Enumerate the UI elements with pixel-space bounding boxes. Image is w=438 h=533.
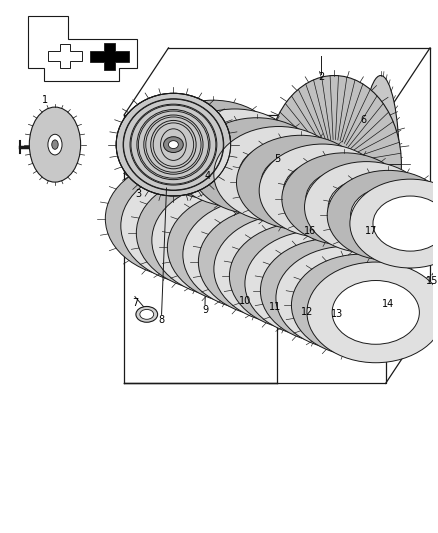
Ellipse shape bbox=[152, 183, 308, 297]
Ellipse shape bbox=[180, 204, 279, 277]
Text: 11: 11 bbox=[269, 302, 281, 312]
Ellipse shape bbox=[282, 153, 407, 245]
Ellipse shape bbox=[304, 161, 428, 253]
Ellipse shape bbox=[140, 310, 154, 319]
Text: 10: 10 bbox=[239, 296, 251, 305]
Ellipse shape bbox=[306, 171, 383, 228]
Ellipse shape bbox=[362, 76, 399, 253]
Text: 9: 9 bbox=[202, 305, 208, 316]
Ellipse shape bbox=[350, 179, 438, 268]
Ellipse shape bbox=[373, 196, 438, 251]
Ellipse shape bbox=[259, 144, 386, 237]
Text: 7: 7 bbox=[132, 297, 138, 308]
Text: 1: 1 bbox=[42, 95, 48, 105]
Ellipse shape bbox=[105, 159, 267, 278]
Ellipse shape bbox=[237, 135, 365, 230]
Text: 16: 16 bbox=[304, 227, 316, 237]
Ellipse shape bbox=[194, 127, 276, 188]
Ellipse shape bbox=[183, 199, 336, 311]
Ellipse shape bbox=[196, 212, 293, 283]
Ellipse shape bbox=[191, 118, 322, 214]
Ellipse shape bbox=[167, 191, 322, 304]
Ellipse shape bbox=[272, 250, 364, 317]
Text: 3: 3 bbox=[136, 189, 142, 199]
Ellipse shape bbox=[211, 220, 307, 290]
Ellipse shape bbox=[165, 197, 265, 270]
Ellipse shape bbox=[29, 107, 81, 182]
Text: 15: 15 bbox=[426, 276, 438, 286]
Ellipse shape bbox=[261, 238, 403, 343]
Ellipse shape bbox=[214, 126, 343, 222]
Ellipse shape bbox=[116, 93, 231, 196]
Ellipse shape bbox=[261, 153, 340, 212]
Ellipse shape bbox=[169, 109, 301, 207]
Text: 14: 14 bbox=[382, 300, 395, 310]
Ellipse shape bbox=[48, 134, 62, 155]
Text: 2: 2 bbox=[318, 72, 325, 83]
Polygon shape bbox=[89, 43, 129, 70]
Text: 13: 13 bbox=[331, 309, 343, 319]
Ellipse shape bbox=[350, 188, 426, 243]
Text: 8: 8 bbox=[159, 316, 165, 325]
Ellipse shape bbox=[245, 230, 390, 337]
Ellipse shape bbox=[239, 144, 319, 204]
Ellipse shape bbox=[171, 119, 254, 180]
Ellipse shape bbox=[198, 207, 349, 317]
Text: 4: 4 bbox=[205, 171, 211, 181]
Ellipse shape bbox=[283, 162, 362, 220]
Text: 17: 17 bbox=[364, 227, 377, 237]
Ellipse shape bbox=[328, 179, 405, 236]
Ellipse shape bbox=[230, 223, 376, 330]
Ellipse shape bbox=[320, 146, 348, 183]
Ellipse shape bbox=[267, 76, 401, 253]
Ellipse shape bbox=[226, 227, 321, 297]
Ellipse shape bbox=[317, 273, 406, 337]
Ellipse shape bbox=[216, 136, 297, 196]
Ellipse shape bbox=[302, 265, 392, 330]
Ellipse shape bbox=[163, 137, 183, 152]
Ellipse shape bbox=[214, 215, 363, 324]
Ellipse shape bbox=[135, 181, 237, 256]
Text: 6: 6 bbox=[361, 115, 367, 125]
Text: 12: 12 bbox=[301, 308, 314, 317]
Ellipse shape bbox=[327, 155, 342, 174]
Ellipse shape bbox=[169, 141, 178, 149]
Ellipse shape bbox=[150, 189, 251, 263]
Ellipse shape bbox=[327, 171, 438, 260]
Ellipse shape bbox=[136, 306, 158, 322]
Text: 5: 5 bbox=[274, 155, 280, 164]
Ellipse shape bbox=[52, 140, 58, 149]
Ellipse shape bbox=[241, 235, 336, 304]
Ellipse shape bbox=[291, 254, 431, 356]
Ellipse shape bbox=[332, 280, 419, 344]
Ellipse shape bbox=[276, 246, 417, 350]
Ellipse shape bbox=[146, 100, 280, 199]
Ellipse shape bbox=[256, 243, 350, 310]
Ellipse shape bbox=[136, 175, 294, 291]
Ellipse shape bbox=[121, 167, 281, 285]
Ellipse shape bbox=[286, 257, 378, 324]
Ellipse shape bbox=[307, 262, 438, 363]
